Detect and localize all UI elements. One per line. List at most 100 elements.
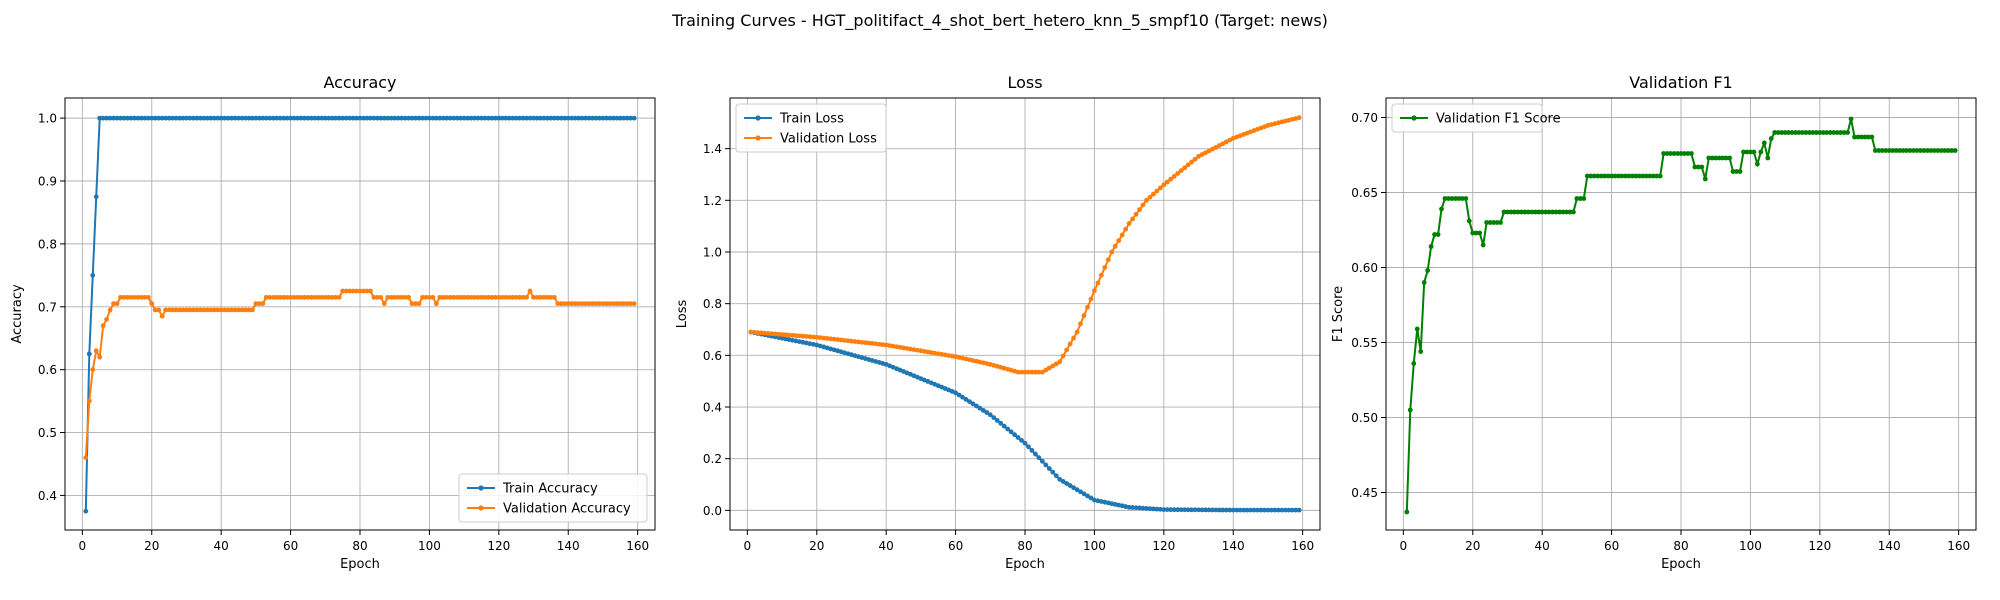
data-point — [170, 307, 175, 313]
data-point — [437, 294, 443, 300]
data-point — [1046, 466, 1052, 471]
data-point — [1643, 173, 1649, 179]
data-point — [281, 294, 287, 300]
x-tick-label: 120 — [1808, 539, 1831, 553]
data-point — [1564, 209, 1569, 215]
data-point — [364, 115, 370, 121]
data-point — [197, 115, 203, 121]
data-point — [1092, 288, 1097, 294]
data-point — [1539, 209, 1545, 215]
data-point — [1126, 504, 1132, 510]
data-point — [232, 307, 238, 313]
x-tick-label: 80 — [1017, 539, 1032, 553]
data-point — [1189, 159, 1194, 165]
data-point — [388, 115, 394, 121]
data-point — [1931, 148, 1937, 153]
data-point — [1900, 148, 1906, 153]
data-point — [1820, 130, 1826, 135]
data-point — [1883, 148, 1889, 153]
data-point — [1126, 221, 1132, 226]
data-point — [204, 307, 210, 313]
data-point — [472, 115, 477, 121]
data-point — [378, 115, 384, 121]
data-point — [1182, 165, 1188, 171]
y-tick-label: 0.6 — [38, 363, 57, 377]
data-point — [821, 335, 827, 341]
data-point — [1189, 507, 1194, 513]
data-point — [1216, 507, 1222, 513]
data-point — [1088, 495, 1094, 501]
data-point — [246, 115, 252, 121]
data-point — [184, 115, 189, 121]
data-point — [437, 115, 443, 121]
data-point — [83, 455, 89, 461]
data-point — [842, 337, 847, 343]
data-point — [1248, 507, 1253, 513]
data-point — [465, 294, 470, 300]
data-point — [524, 294, 529, 300]
data-point — [541, 294, 547, 300]
data-point — [1619, 173, 1625, 179]
data-point — [1293, 507, 1299, 513]
data-point — [1064, 347, 1070, 353]
data-point — [621, 301, 627, 307]
data-point — [132, 294, 137, 300]
data-point — [406, 294, 411, 300]
data-point — [1227, 507, 1233, 513]
y-tick-label: 0.0 — [703, 504, 722, 518]
data-point — [482, 115, 488, 121]
data-point — [1154, 188, 1160, 194]
data-point — [551, 115, 557, 121]
data-point — [1112, 243, 1118, 249]
data-point — [1557, 209, 1562, 215]
data-point — [1678, 151, 1684, 156]
data-point — [93, 194, 99, 200]
legend-label: Train Accuracy — [502, 482, 598, 497]
data-point — [1862, 134, 1868, 140]
data-point — [510, 115, 516, 121]
data-point — [312, 115, 318, 121]
chart-panels: 0 20 40 60 80 100 120 140 160 0.4 0.5 0.6 0.7 0.8 0.9 1… — [10, 73, 1977, 572]
data-point — [1026, 444, 1031, 450]
data-point — [1838, 130, 1844, 135]
y-tick-label: 0.7 — [38, 300, 57, 314]
y-axis-label: F1 Score — [1331, 286, 1346, 342]
data-point — [274, 294, 280, 300]
legend-swatch-marker — [1411, 115, 1417, 121]
data-point — [569, 301, 575, 307]
data-point — [1428, 244, 1434, 249]
data-point — [378, 294, 384, 300]
data-point — [253, 115, 259, 121]
data-point — [225, 115, 231, 121]
data-point — [475, 115, 481, 121]
data-point — [1897, 148, 1903, 153]
data-point — [590, 115, 595, 121]
data-point — [374, 115, 380, 121]
data-point — [503, 294, 509, 300]
data-point — [862, 340, 868, 346]
data-point — [152, 115, 158, 121]
data-point — [1529, 209, 1535, 215]
data-point — [399, 294, 405, 300]
data-point — [1060, 479, 1066, 484]
data-point — [1515, 209, 1521, 215]
data-point — [538, 115, 543, 121]
data-point — [295, 294, 300, 300]
data-point — [1157, 506, 1163, 512]
data-point — [980, 407, 986, 413]
data-point — [1178, 507, 1184, 513]
data-point — [1251, 507, 1257, 513]
data-point — [1786, 130, 1791, 135]
data-point — [607, 301, 613, 307]
data-point — [593, 301, 599, 307]
data-point — [859, 339, 865, 345]
data-point — [1105, 257, 1111, 263]
data-point — [86, 398, 92, 404]
data-point — [1581, 196, 1587, 201]
data-point — [1952, 148, 1958, 153]
data-point — [395, 115, 401, 121]
data-point — [191, 307, 196, 313]
series-validation-f1-0 — [1404, 116, 1958, 515]
data-point — [583, 115, 588, 121]
data-point — [1942, 148, 1948, 153]
